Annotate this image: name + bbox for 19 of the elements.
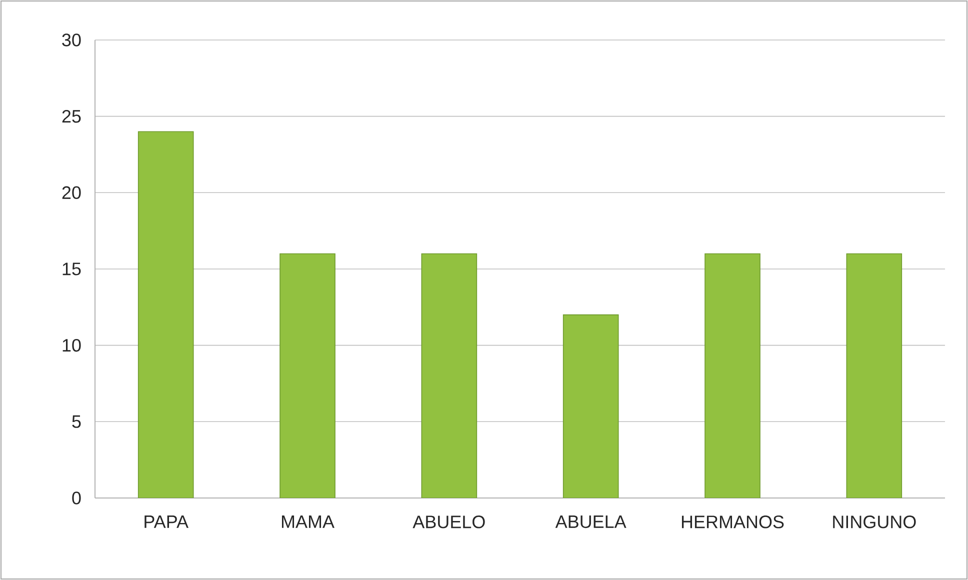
x-tick-label: PAPA	[144, 516, 188, 528]
bar	[846, 253, 902, 498]
bar	[421, 253, 478, 498]
y-tick-label: 30	[62, 34, 81, 46]
x-tick-label: HERMANOS	[682, 516, 784, 528]
bar	[138, 131, 194, 498]
y-tick-label: 20	[62, 186, 81, 200]
y-tick-label: 0	[72, 492, 81, 504]
bar	[562, 314, 619, 498]
y-tick-label: 25	[62, 110, 81, 123]
x-tick-label: ABUELA	[555, 516, 626, 528]
y-tick-label: 10	[62, 338, 81, 352]
bar	[280, 253, 336, 498]
y-tick-label: 15	[62, 262, 81, 276]
bar	[704, 253, 760, 498]
x-tick-label: NINGUNO	[833, 516, 916, 528]
x-tick-label: ABUELO	[412, 516, 485, 528]
x-tick-label: MAMA	[282, 516, 334, 528]
y-tick-label: 5	[72, 415, 81, 428]
